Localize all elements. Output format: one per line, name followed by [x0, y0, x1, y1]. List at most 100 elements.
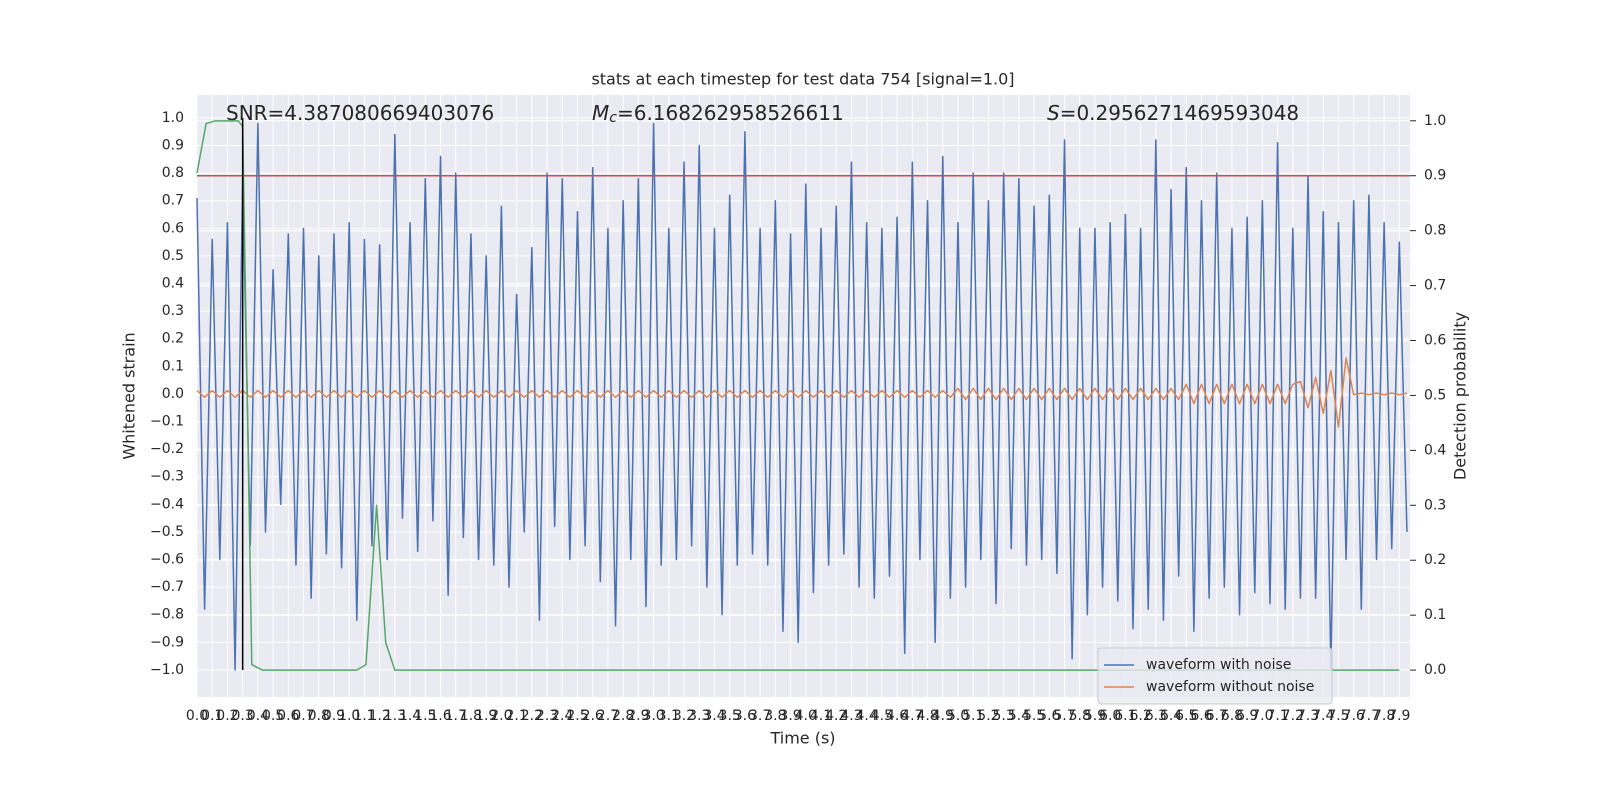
x-tick-label: 3.5 [719, 708, 741, 724]
x-tick-label: 1.4 [399, 708, 421, 724]
x-tick-label: 4.7 [901, 708, 923, 724]
y-tick-label: 1.0 [162, 110, 184, 126]
y-tick-label: 0.5 [162, 248, 184, 264]
stat-text: =0.2956271469593048 [1060, 101, 1299, 125]
x-tick-label: 1.8 [460, 708, 482, 724]
y-tick-label: −0.4 [150, 496, 184, 512]
x-tick-label: 6.3 [1145, 708, 1167, 724]
x-tick-label: 1.9 [475, 708, 497, 724]
x-tick-label: 3.3 [688, 708, 710, 724]
series-line [196, 120, 1400, 671]
x-tick-label: 7.6 [1343, 708, 1365, 724]
y2-tick-label: 0.9 [1424, 168, 1446, 184]
x-tick-label: 7.8 [1373, 708, 1395, 724]
x-tick-label: 7.0 [1251, 708, 1273, 724]
y2-tick-label: 0.5 [1424, 387, 1446, 403]
x-tick-label: 0.8 [308, 708, 330, 724]
x-tick-label: 5.3 [993, 708, 1015, 724]
x-tick-label: 4.8 [916, 708, 938, 724]
x-tick-label: 2.5 [566, 708, 588, 724]
y-tick-label: 0.9 [162, 138, 184, 154]
x-tick-label: 4.2 [825, 708, 847, 724]
x-tick-label: 3.7 [749, 708, 771, 724]
y-tick-label: 0.6 [162, 220, 184, 236]
x-tick-label: 4.9 [932, 708, 954, 724]
y-tick-label: −0.8 [150, 607, 184, 623]
x-tick-label: 6.7 [1206, 708, 1228, 724]
y2-tick-label: 0.7 [1424, 278, 1446, 294]
x-tick-label: 6.1 [1114, 708, 1136, 724]
x-tick-label: 2.9 [627, 708, 649, 724]
y-tick-label: −0.3 [150, 469, 184, 485]
x-tick-label: 5.5 [1023, 708, 1045, 724]
x-tick-label: 5.2 [977, 708, 999, 724]
x-tick-label: 0.7 [292, 708, 314, 724]
x-tick-label: 2.4 [551, 708, 573, 724]
x-tick-label: 2.8 [612, 708, 634, 724]
stat-subscript: c [609, 110, 617, 126]
stat-text: =6.168262958526611 [617, 101, 844, 125]
x-tick-label: 3.0 [642, 708, 664, 724]
y-tick-label: 0.8 [162, 165, 184, 181]
x-tick-label: 2.3 [536, 708, 558, 724]
x-tick-label: 0.0 [186, 708, 208, 724]
x-tick-label: 5.6 [1038, 708, 1060, 724]
x-tick-label: 2.0 [490, 708, 512, 724]
x-tick-label: 3.4 [703, 708, 725, 724]
x-tick-label: 2.6 [582, 708, 604, 724]
x-tick-label: 7.5 [1327, 708, 1349, 724]
x-tick-label: 0.6 [277, 708, 299, 724]
stat-symbol: M [592, 101, 609, 125]
stat-annotation: SNR=4.387080669403076 [226, 101, 494, 125]
x-tick-label: 0.9 [323, 708, 345, 724]
x-tick-label: 1.6 [429, 708, 451, 724]
x-tick-label: 6.5 [1175, 708, 1197, 724]
y2-tick-label: 0.2 [1424, 552, 1446, 568]
y-tick-label: −0.6 [150, 552, 184, 568]
stat-text: SNR=4.387080669403076 [226, 101, 494, 125]
x-tick-label: 4.6 [886, 708, 908, 724]
x-tick-label: 0.4 [247, 708, 269, 724]
x-tick-label: 7.7 [1358, 708, 1380, 724]
y2-tick-label: 0.0 [1424, 662, 1446, 678]
y-tick-label: −0.1 [150, 414, 184, 430]
x-tick-label: 5.9 [1084, 708, 1106, 724]
x-tick-label: 4.4 [856, 708, 878, 724]
x-tick-label: 2.7 [597, 708, 619, 724]
x-tick-label: 5.0 [947, 708, 969, 724]
x-tick-label: 7.2 [1282, 708, 1304, 724]
stat-annotation: S=0.2956271469593048 [1047, 101, 1299, 125]
x-tick-label: 0.1 [201, 708, 223, 724]
x-tick-label: 1.1 [353, 708, 375, 724]
x-tick-label: 7.1 [1266, 708, 1288, 724]
y2-tick-label: 0.8 [1424, 223, 1446, 239]
y-tick-label: 0.3 [162, 303, 184, 319]
x-tick-label: 7.4 [1312, 708, 1334, 724]
y-axis-label: Whitened strain [120, 332, 139, 459]
series-line [196, 357, 1408, 428]
x-tick-label: 4.1 [810, 708, 832, 724]
x-tick-label: 6.6 [1190, 708, 1212, 724]
x-tick-label: 7.3 [1297, 708, 1319, 724]
stat-annotation: Mc=6.168262958526611 [592, 101, 844, 127]
y-tick-label: 0.2 [162, 331, 184, 347]
y2-tick-label: 0.4 [1424, 442, 1446, 458]
x-tick-label: 4.3 [840, 708, 862, 724]
x-tick-label: 7.9 [1388, 708, 1410, 724]
y-tick-label: −0.5 [150, 524, 184, 540]
y2-tick-label: 1.0 [1424, 113, 1446, 129]
y-tick-label: −0.9 [150, 634, 184, 650]
legend-label: waveform without noise [1146, 679, 1314, 695]
x-tick-label: 5.4 [1008, 708, 1030, 724]
y2-tick-label: 0.3 [1424, 497, 1446, 513]
y-tick-label: 0.0 [162, 386, 184, 402]
chart-title: stats at each timestep for test data 754… [591, 70, 1014, 89]
x-axis-label: Time (s) [769, 729, 835, 748]
x-tick-label: 6.4 [1160, 708, 1182, 724]
x-tick-label: 0.5 [262, 708, 284, 724]
x-tick-label: 0.3 [232, 708, 254, 724]
y-tick-label: −0.7 [150, 579, 184, 595]
legend-box [1097, 647, 1333, 705]
x-tick-label: 1.3 [384, 708, 406, 724]
